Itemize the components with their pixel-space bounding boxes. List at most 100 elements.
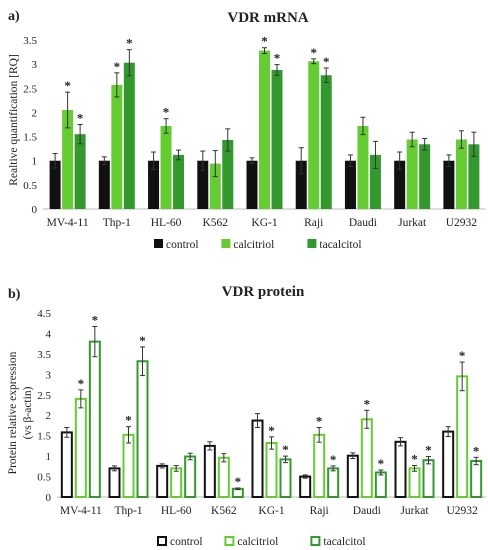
chart0-bar-control bbox=[443, 160, 455, 209]
chart1-significance-star: * bbox=[364, 396, 371, 411]
panel-a-plot: 0 0.5 1 1.5 2 2.5 3 3.5 * * MV-4-11 * * Thp-1 * HL-60 K5… bbox=[23, 34, 486, 251]
chart0-bar-calcitriol bbox=[62, 110, 74, 209]
chart1-bar-control bbox=[299, 475, 312, 498]
chart0-bar-tacalcitol bbox=[222, 139, 234, 209]
chart1-errorbar-tacalcitol bbox=[140, 346, 145, 377]
chart1-significance-star: * bbox=[268, 423, 275, 438]
panel-b-label: b) bbox=[8, 287, 21, 302]
chart0-category-label: KG-1 bbox=[251, 217, 277, 229]
chart0-errorbar-tacalcitol bbox=[77, 124, 83, 145]
chart0-bar-control bbox=[49, 160, 61, 209]
chart1-category-label: MV-4-11 bbox=[60, 505, 102, 517]
chart0-significance-star: * bbox=[163, 105, 170, 120]
chart0-bar-calcitriol bbox=[455, 139, 467, 209]
chart0-significance-star: * bbox=[126, 36, 133, 51]
chart0-errorbar-control bbox=[200, 150, 206, 171]
chart1-errorbar-control bbox=[445, 426, 451, 437]
panel-b-plot: 0 0.5 1 1.5 2 2.5 3 3.5 4 4.5 * * MV-4-11 * * Thp-1 HL-6… bbox=[37, 308, 486, 548]
chart0-significance-star: * bbox=[64, 78, 71, 93]
panel-b-title: VDR protein bbox=[222, 284, 305, 300]
chart1-errorbar-control bbox=[255, 413, 260, 428]
chart1-errorbar-control bbox=[112, 465, 117, 472]
chart1-bar-calcitriol bbox=[122, 433, 135, 498]
chart1-errorbar-control bbox=[64, 426, 70, 438]
chart1-errorbar-tacalcitol bbox=[92, 325, 98, 358]
chart0-bar-calcitriol bbox=[357, 125, 369, 209]
chart1-errorbar-calcitriol bbox=[269, 436, 274, 450]
chart0-bar-tacalcitol bbox=[123, 62, 135, 209]
chart0-errorbar-control bbox=[347, 154, 353, 168]
chart1-significance-star: * bbox=[378, 456, 385, 471]
chart0-category-label: Thp-1 bbox=[103, 217, 131, 229]
chart1-bar-calcitriol bbox=[217, 456, 230, 499]
chart0-significance-star: * bbox=[323, 54, 330, 69]
chart0-category-label: Raji bbox=[304, 217, 323, 229]
chart0-bar-calcitriol bbox=[111, 84, 123, 209]
chart0-category-label: MV-4-11 bbox=[47, 217, 89, 229]
chart0-bar-calcitriol bbox=[209, 163, 221, 209]
chart0-bar-tacalcitol bbox=[173, 154, 185, 209]
chart1-ytick-label: 1 bbox=[46, 451, 52, 463]
chart0-bar-calcitriol bbox=[259, 50, 270, 209]
svg-text:control: control bbox=[170, 536, 203, 548]
chart1-ytick-label: 0 bbox=[46, 492, 52, 504]
chart1-bar-calcitriol bbox=[170, 467, 183, 498]
chart1-ytick-label: 2 bbox=[46, 410, 52, 422]
chart0-errorbar-calcitriol bbox=[114, 72, 120, 98]
chart0-bar-control bbox=[295, 160, 307, 209]
chart1-significance-star: * bbox=[78, 376, 85, 391]
chart0-significance-star: * bbox=[261, 34, 268, 49]
chart1-category-label: Thp-1 bbox=[114, 505, 142, 517]
chart0-ytick-label: 2.5 bbox=[23, 83, 37, 95]
chart1-ytick-label: 2.5 bbox=[37, 390, 51, 402]
chart1-errorbar-calcitriol bbox=[78, 389, 84, 409]
chart1-bar-tacalcitol bbox=[279, 458, 292, 499]
chart1-errorbar-control bbox=[350, 452, 356, 460]
chart0-errorbar-calcitriol bbox=[311, 58, 317, 65]
chart1-errorbar-calcitriol bbox=[364, 409, 370, 429]
chart1-errorbar-calcitriol bbox=[459, 361, 465, 392]
chart1-category-label: U2932 bbox=[447, 505, 479, 517]
chart1-significance-star: * bbox=[411, 452, 418, 467]
chart0-errorbar-control bbox=[101, 156, 107, 166]
chart1-errorbar-calcitriol bbox=[221, 453, 227, 463]
chart0-bar-control bbox=[98, 160, 110, 209]
panel-a-title: VDR mRNA bbox=[227, 10, 308, 26]
chart0-bar-tacalcitol bbox=[271, 69, 283, 210]
chart0-significance-star: * bbox=[114, 59, 121, 74]
chart1-significance-star: * bbox=[330, 452, 337, 467]
chart0-bar-calcitriol bbox=[308, 61, 320, 210]
svg-text:tacalcitol: tacalcitol bbox=[323, 536, 365, 548]
chart0-bar-tacalcitol bbox=[419, 144, 431, 209]
chart1-significance-star: * bbox=[235, 474, 242, 489]
chart0-ytick-label: 3 bbox=[32, 59, 38, 71]
chart0-bar-control bbox=[394, 160, 406, 209]
chart1-ytick-label: 4.5 bbox=[37, 308, 51, 320]
chart0-bar-tacalcitol bbox=[320, 75, 332, 210]
chart1-ytick-label: 4 bbox=[46, 328, 52, 340]
panel-a-ylabel: Realtive quantification [RQ] bbox=[8, 54, 20, 186]
chart0-category-label: K562 bbox=[202, 217, 228, 229]
chart0-category-label: HL-60 bbox=[151, 217, 182, 229]
chart0-bar-control bbox=[148, 160, 160, 209]
chart1-ytick-label: 0.5 bbox=[37, 472, 51, 484]
chart0-ytick-label: 3.5 bbox=[23, 35, 37, 47]
chart1-bar-calcitriol bbox=[265, 442, 278, 499]
chart1-category-label: KG-1 bbox=[258, 505, 284, 517]
chart0-legend-control: control bbox=[154, 239, 199, 251]
chart0-errorbar-calcitriol bbox=[262, 47, 267, 55]
chart0-errorbar-tacalcitol bbox=[372, 140, 378, 169]
chart0-legend-tacalcitol: tacalcitol bbox=[307, 239, 362, 251]
chart0-bar-tacalcitol bbox=[369, 154, 381, 209]
panel-b-ylabel-line1: Protein relative expression bbox=[7, 351, 19, 474]
chart1-ytick-label: 1.5 bbox=[37, 431, 51, 443]
chart0-errorbar-tacalcitol bbox=[422, 138, 428, 151]
chart0-ytick-label: 1 bbox=[32, 156, 38, 168]
chart0-category-label: Jurkat bbox=[398, 217, 427, 229]
chart1-bar-control bbox=[346, 454, 359, 498]
chart0-errorbar-calcitriol bbox=[458, 130, 464, 149]
chart0-ytick-label: 2 bbox=[32, 107, 38, 119]
chart1-legend-tacalcitol: tacalcitol bbox=[310, 536, 366, 548]
chart1-errorbar-tacalcitol bbox=[378, 469, 384, 476]
